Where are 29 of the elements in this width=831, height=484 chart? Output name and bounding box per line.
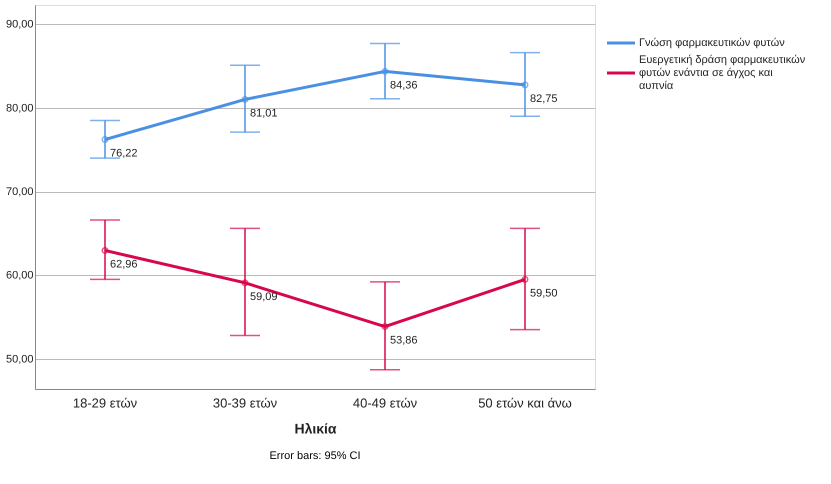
- x-tick-label: 50 ετών και άνω: [478, 396, 572, 410]
- y-tick-label: 80,00: [6, 102, 34, 114]
- point: [522, 276, 528, 283]
- data-label: 53,86: [390, 334, 418, 347]
- x-tick-label: 18-29 ετών: [72, 396, 138, 410]
- point: [382, 323, 388, 330]
- data-label: 82,75: [530, 92, 558, 105]
- point: [382, 68, 388, 75]
- legend-label: Ευεργετική δράση φαρμακευτικών φυτών ενάντια σε άγχος και αυπνία: [639, 54, 806, 92]
- y-tick-label: 90,00: [6, 18, 34, 31]
- data-label: 59,09: [250, 290, 278, 303]
- point: [242, 96, 248, 103]
- x-axis-title: Ηλικία: [294, 420, 337, 436]
- y-tick-label: 70,00: [6, 186, 34, 198]
- x-tick-label: 40-49 ετών: [352, 396, 418, 410]
- data-label: 76,22: [110, 148, 138, 160]
- point: [242, 279, 248, 286]
- y-tick-label: 60,00: [6, 270, 34, 282]
- data-label: 62,96: [110, 258, 138, 270]
- data-label: 84,36: [390, 79, 418, 92]
- data-label: 81,01: [250, 107, 278, 120]
- point: [102, 246, 108, 254]
- data-label: 59,50: [530, 287, 558, 300]
- text: Error bars: 95% CI: [269, 450, 361, 462]
- legend-label: Γνώση φαρμακευτικών φυτών: [639, 37, 786, 49]
- x-tick-label: 30-39 ετών: [212, 396, 278, 410]
- y-tick-label: 50,00: [6, 353, 34, 366]
- point: [102, 136, 108, 144]
- point: [522, 81, 528, 88]
